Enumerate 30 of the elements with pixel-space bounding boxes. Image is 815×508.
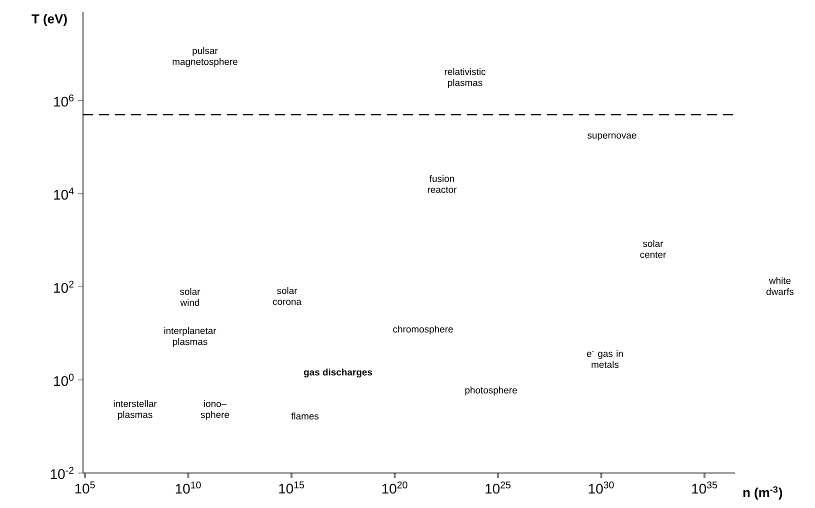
y-tick-label: 10$^{-2}$ <box>50 466 74 480</box>
annotation: interplanetar plasmas <box>164 327 216 347</box>
x-tick-label: 10$^{30}$ <box>588 482 614 494</box>
annotation: interstellar plasmas <box>114 400 157 420</box>
annotation: fusion reactor <box>428 175 457 193</box>
text: white dwarfs <box>766 277 794 295</box>
x-tick-label: 10$^{25}$ <box>486 482 511 494</box>
annotation: relativistic plasmas <box>444 68 486 88</box>
annotation: solar corona <box>272 287 302 305</box>
annotation: supernovae <box>588 133 636 140</box>
y-tick-label: 10$^{4}$ <box>54 188 74 200</box>
annotation: gas discharges <box>304 368 372 378</box>
x-tick-label: 10$^{10}$ <box>176 482 201 494</box>
annotation: iono–sphere <box>200 400 230 420</box>
annotation: pulsar magnetosphere <box>172 47 238 67</box>
annotation: flames <box>291 412 319 420</box>
x-tick-label: 10$^{20}$ <box>382 482 408 494</box>
y-axis-title: T (eV) <box>32 14 67 26</box>
annotation: chromosphere <box>393 326 453 334</box>
x-tick-label: 10$^{5}$ <box>75 482 95 494</box>
annotation: e$^{-}$ gas in metals <box>586 350 623 368</box>
x-axis-title: n (m$^{-3}$) <box>743 486 782 500</box>
annotation: photosphere <box>465 386 517 396</box>
x-tick-label: 10$^{35}$ <box>692 482 718 494</box>
annotation: solar wind <box>180 288 200 306</box>
annotation: solar center <box>640 240 666 258</box>
x-tick-label: 10$^{15}$ <box>279 482 304 494</box>
y-tick-label: 10$^{2}$ <box>54 280 74 293</box>
y-tick-label: 10$^{0}$ <box>54 374 74 386</box>
y-tick-label: 10$^{6}$ <box>54 94 74 107</box>
